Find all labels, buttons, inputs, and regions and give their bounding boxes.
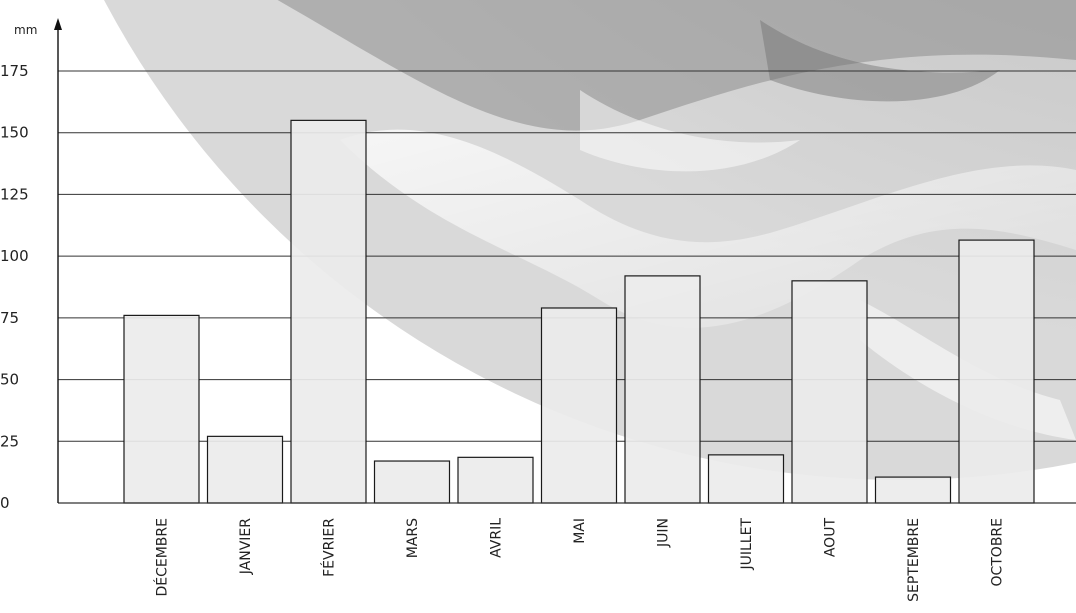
y-tick-label: 75 bbox=[0, 309, 19, 327]
y-tick-label: 150 bbox=[0, 124, 29, 142]
bar-mars bbox=[373, 460, 451, 504]
x-tick-label: JUIN bbox=[656, 518, 672, 548]
x-tick-labels: DÉCEMBRE JANVIER FÉVRIER MARS AVRIL MAI JUIN JU… bbox=[154, 518, 1006, 602]
bar-mai bbox=[540, 307, 618, 504]
x-tick-label: MARS bbox=[405, 518, 421, 558]
earth-landmass-top bbox=[277, 0, 1076, 131]
axes bbox=[54, 18, 1076, 504]
bar-avril bbox=[457, 456, 534, 504]
y-axis-arrow-icon bbox=[54, 18, 62, 30]
earth-landmass-right bbox=[760, 20, 1000, 102]
y-axis-unit-label: mm bbox=[14, 23, 37, 37]
earth-cloud-swirl bbox=[580, 90, 800, 172]
bar-octobre bbox=[958, 239, 1035, 504]
bar-décembre bbox=[123, 314, 200, 504]
bar-janvier bbox=[206, 435, 284, 504]
bars bbox=[123, 119, 1035, 504]
x-tick-label: MAI bbox=[572, 518, 588, 544]
x-tick-label: JUILLET bbox=[739, 518, 755, 571]
x-tick-label: OCTOBRE bbox=[990, 518, 1006, 587]
x-tick-label: DÉCEMBRE bbox=[154, 518, 171, 597]
x-tick-label: AOUT bbox=[823, 518, 839, 558]
y-tick-label: 25 bbox=[0, 432, 19, 450]
bar-aout bbox=[791, 280, 868, 504]
y-tick-label: 175 bbox=[0, 62, 29, 80]
y-tick-label: 125 bbox=[0, 185, 29, 203]
x-tick-label: AVRIL bbox=[489, 518, 505, 558]
y-tick-label: 50 bbox=[0, 371, 19, 389]
y-tick-label: 0 bbox=[0, 494, 10, 512]
bar-février bbox=[290, 119, 367, 504]
bar-septembre bbox=[874, 476, 952, 504]
x-tick-label: JANVIER bbox=[238, 518, 254, 575]
x-tick-label: SEPTEMBRE bbox=[906, 518, 922, 602]
y-tick-label: 100 bbox=[0, 247, 29, 265]
x-tick-label: FÉVRIER bbox=[321, 518, 338, 577]
y-tick-labels: mm 0 25 50 75 100 125 150 175 bbox=[0, 23, 37, 512]
bar-juillet bbox=[707, 454, 785, 504]
bar-juin bbox=[624, 275, 701, 504]
earth-cloud-band bbox=[340, 129, 1076, 328]
